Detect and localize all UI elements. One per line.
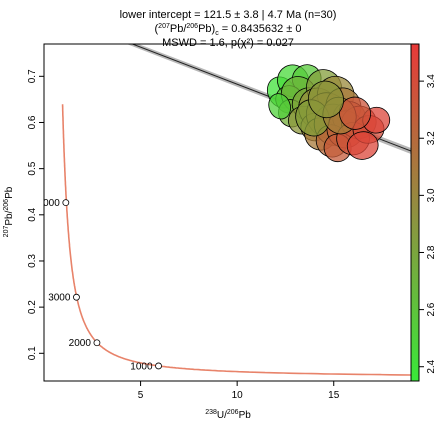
concordia-curve [61, 104, 411, 376]
colorbar-tick-label: 2.6 [426, 302, 437, 316]
chart-title-line2: (207Pb/206Pb)c = 0.8435632 ± 0 [155, 23, 302, 37]
age-marker [73, 293, 80, 301]
x-tick-label: 5 [138, 390, 144, 401]
colorbar-tick-label: 3.2 [426, 131, 437, 145]
title-line2-mid: Pb/ [170, 23, 187, 35]
ylabel-b: Pb [4, 186, 15, 199]
colorbar [410, 43, 420, 382]
title-line2-end: Pb) [198, 23, 215, 35]
plot-area: 1000 2000 3000 4000 [38, 44, 411, 376]
xlabel-sup2: 206 [227, 409, 239, 416]
age-marker [155, 362, 162, 370]
age-label: 2000 [69, 338, 92, 349]
colorbar-axis: 2.4 2.6 2.8 3.0 3.2 3.4 [419, 74, 437, 374]
colorbar-tick-label: 3.0 [426, 188, 437, 202]
chart-title-line1: lower intercept = 121.5 ± 3.8 | 4.7 Ma (… [120, 9, 337, 21]
x-axis: 5 10 15 [138, 381, 340, 401]
xlabel-sup1: 238 [205, 409, 217, 416]
y-tick-label: 0.6 [27, 115, 38, 129]
colorbar-tick-label: 2.4 [426, 359, 437, 373]
colorbar-tick-label: 2.8 [426, 245, 437, 259]
data-ellipse [268, 93, 291, 120]
y-tick-label: 0.7 [27, 69, 38, 83]
xlabel-a: U/ [217, 410, 227, 421]
age-marker [62, 199, 70, 207]
title-line2-sup1: 207 [158, 23, 170, 30]
age-label: 4000 [38, 198, 61, 209]
y-tick-label: 0.1 [27, 346, 38, 360]
x-axis-label: 238U/206Pb [205, 409, 251, 421]
age-marker [93, 339, 101, 347]
ylabel-sup2: 206 [3, 199, 10, 211]
colorbar-tick-label: 3.4 [426, 74, 437, 88]
y-tick-label: 0.3 [27, 254, 38, 268]
title-line2-sup2: 206 [186, 23, 198, 30]
title-line2-prefix: ( [155, 23, 159, 35]
data-ellipse [346, 131, 379, 160]
discordia-envelope [126, 44, 411, 155]
age-label: 3000 [48, 293, 71, 304]
x-tick-label: 15 [328, 390, 340, 401]
y-axis: 0.1 0.2 0.3 0.4 0.5 0.6 0.7 [27, 69, 44, 360]
y-tick-label: 0.2 [27, 300, 38, 314]
y-axis-label: 207Pb/206Pb [3, 186, 15, 237]
age-label: 1000 [130, 361, 153, 372]
chart-title-line3: MSWD = 1.6, p(χ²) = 0.027 [162, 37, 294, 49]
title-line2-value: = 0.8435632 ± 0 [219, 23, 302, 35]
ylabel-a: Pb/ [4, 210, 15, 225]
ylabel-sup1: 207 [3, 226, 10, 238]
data-ellipse [339, 96, 371, 130]
y-tick-label: 0.5 [27, 161, 38, 175]
xlabel-b: Pb [239, 410, 252, 421]
y-tick-label: 0.4 [27, 207, 38, 221]
data-ellipse [308, 80, 345, 119]
title-line2-sub: c [215, 30, 219, 37]
x-tick-label: 10 [232, 390, 244, 401]
